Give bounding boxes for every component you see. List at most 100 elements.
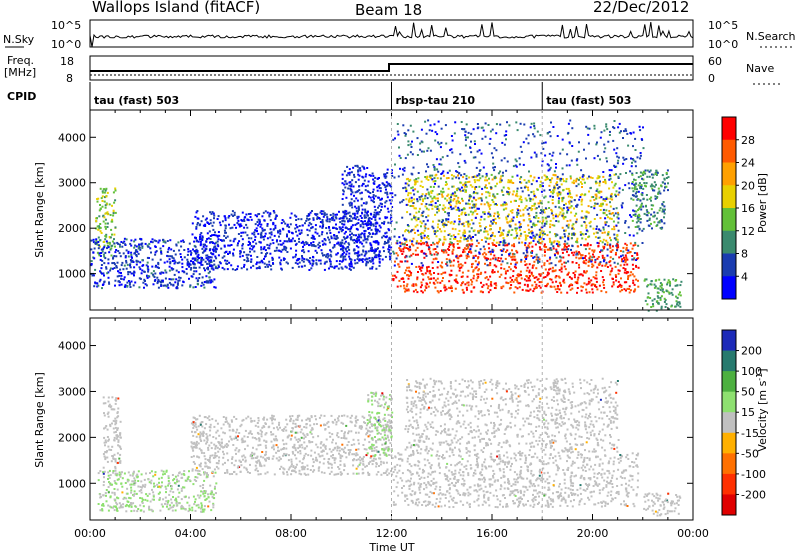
heatmap-cell xyxy=(288,226,291,229)
heatmap-cell xyxy=(374,216,377,219)
heatmap-cell xyxy=(572,179,575,182)
heatmap-cell xyxy=(542,141,545,144)
heatmap-cell xyxy=(141,246,144,249)
heatmap-cell xyxy=(659,192,662,195)
heatmap-cell xyxy=(177,282,179,285)
heatmap-cell xyxy=(452,175,455,178)
heatmap-cell xyxy=(587,211,590,214)
heatmap-cell xyxy=(546,282,549,285)
heatmap-cell xyxy=(394,194,397,197)
heatmap-cell xyxy=(653,298,656,301)
heatmap-cell xyxy=(279,263,282,266)
heatmap-cell xyxy=(444,249,447,252)
heatmap-cell xyxy=(650,208,653,211)
heatmap-cell xyxy=(604,223,607,226)
heatmap-cell xyxy=(631,161,633,164)
heatmap-cell xyxy=(569,288,572,291)
heatmap-cell xyxy=(573,233,576,236)
heatmap-cell xyxy=(103,244,106,247)
heatmap-cell xyxy=(632,234,635,237)
heatmap-cell xyxy=(439,281,442,284)
heatmap-cell xyxy=(602,228,605,231)
heatmap-cell xyxy=(443,238,446,241)
heatmap-cell xyxy=(208,279,211,282)
heatmap-cell xyxy=(176,262,179,265)
heatmap-cell xyxy=(207,281,209,284)
heatmap-cell xyxy=(427,276,430,279)
y-tick-label: 4000 xyxy=(58,131,86,144)
heatmap-cell xyxy=(199,244,202,247)
heatmap-cell xyxy=(432,180,435,183)
heatmap-cell xyxy=(454,236,457,238)
heatmap-cell xyxy=(404,290,407,293)
heatmap-cell xyxy=(467,281,470,284)
heatmap-cell xyxy=(627,249,630,252)
heatmap-cell xyxy=(102,220,105,223)
heatmap-cell xyxy=(614,274,617,277)
heatmap-cell xyxy=(337,267,340,270)
heatmap-cell xyxy=(365,224,368,227)
heatmap-cell xyxy=(631,263,634,266)
heatmap-cell xyxy=(618,187,621,190)
heatmap-cell xyxy=(199,236,201,238)
heatmap-cell xyxy=(540,210,543,213)
heatmap-cell xyxy=(243,218,245,221)
heatmap-cell xyxy=(427,235,430,237)
heatmap-cell xyxy=(199,243,202,246)
heatmap-cell xyxy=(484,277,487,280)
heatmap-cell xyxy=(195,270,198,273)
heatmap-cell xyxy=(145,264,148,267)
heatmap-cell xyxy=(522,163,525,166)
heatmap-cell xyxy=(486,237,489,240)
heatmap-cell xyxy=(447,214,450,217)
heatmap-cell xyxy=(660,307,663,310)
heatmap-cell xyxy=(276,239,278,242)
heatmap-cell xyxy=(474,216,477,219)
heatmap-cell xyxy=(592,264,595,267)
heatmap-cell xyxy=(462,234,465,237)
heatmap-cell xyxy=(493,169,496,172)
heatmap-cell xyxy=(316,251,318,254)
heatmap-cell xyxy=(635,204,638,207)
heatmap-cell xyxy=(330,237,333,240)
heatmap-cell xyxy=(262,235,265,238)
heatmap-cell xyxy=(347,228,350,231)
heatmap-cell xyxy=(604,180,607,183)
heatmap-cell xyxy=(650,196,653,199)
heatmap-cell xyxy=(525,137,528,140)
heatmap-cell xyxy=(528,207,531,210)
heatmap-cell xyxy=(356,261,359,264)
heatmap-cell xyxy=(288,231,291,234)
heatmap-cell xyxy=(253,245,256,248)
heatmap-cell xyxy=(609,264,612,267)
heatmap-cell xyxy=(579,273,582,276)
heatmap-cell xyxy=(555,166,557,169)
heatmap-cell xyxy=(580,200,583,203)
heatmap-cell xyxy=(103,191,106,194)
heatmap-cell xyxy=(591,265,594,268)
heatmap-cell xyxy=(228,261,231,264)
heatmap-cell xyxy=(341,217,344,220)
heatmap-cell xyxy=(609,246,612,249)
heatmap-cell xyxy=(480,199,483,202)
heatmap-cell xyxy=(416,229,419,232)
heatmap-cell xyxy=(540,190,543,193)
heatmap-cell xyxy=(615,238,617,241)
heatmap-cell xyxy=(106,191,109,194)
heatmap-cell xyxy=(626,263,629,266)
heatmap-cell xyxy=(266,237,269,240)
heatmap-cell xyxy=(546,215,549,218)
heatmap-cell xyxy=(590,284,593,287)
freq-y-tick: 18 xyxy=(60,55,74,68)
heatmap-cell xyxy=(640,202,643,205)
heatmap-cell xyxy=(594,180,597,183)
heatmap-cell xyxy=(97,197,100,200)
heatmap-cell xyxy=(358,185,361,188)
heatmap-cell xyxy=(531,205,534,207)
heatmap-cell xyxy=(583,270,586,273)
heatmap-cell xyxy=(314,245,317,248)
heatmap-cell xyxy=(493,220,495,223)
heatmap-cell xyxy=(544,154,547,157)
heatmap-cell xyxy=(661,204,664,207)
heatmap-cell xyxy=(181,262,184,265)
